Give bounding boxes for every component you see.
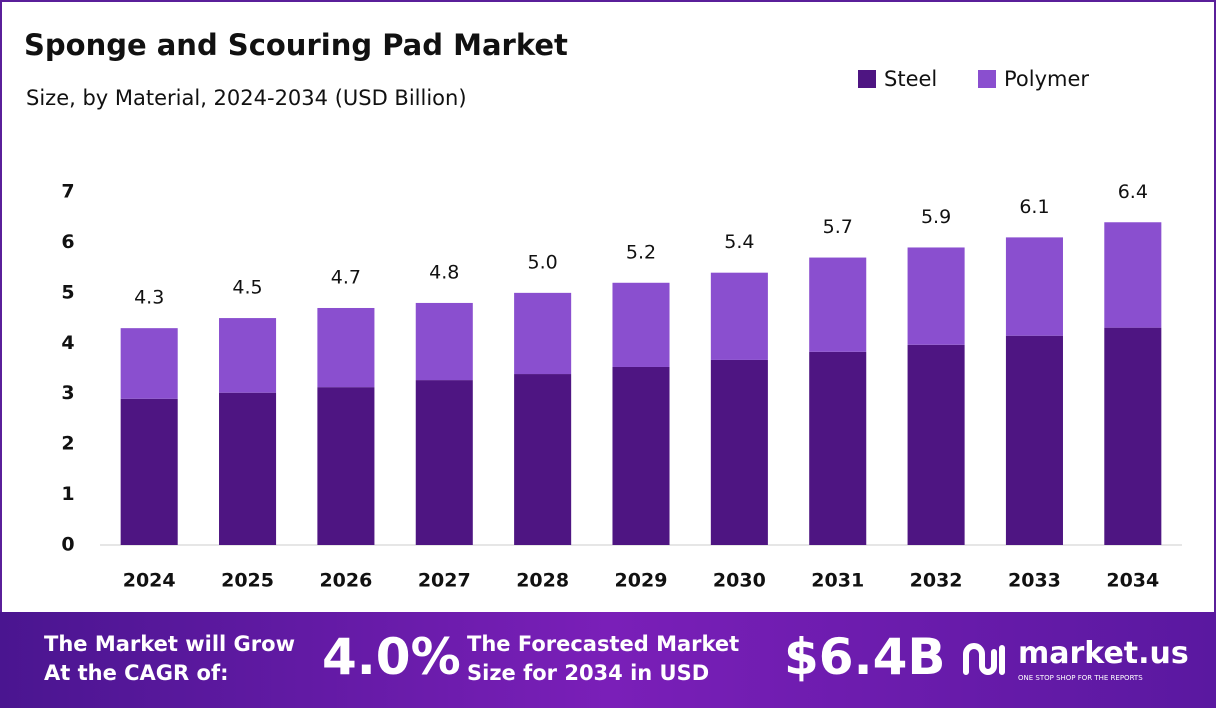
bar-segment [1005,237,1063,336]
bar-segment [219,392,277,545]
x-tick-label: 2034 [1106,570,1159,592]
total-label: 4.7 [331,266,361,288]
x-tick-label: 2033 [1008,570,1061,592]
total-label: 6.1 [1019,196,1049,218]
bar-segment [809,257,867,352]
x-tick-label: 2029 [615,570,668,592]
brand: market.us [1018,636,1189,671]
legend-label: Polymer [1004,67,1089,91]
chart-subtitle: Size, by Material, 2024-2034 (USD Billio… [26,86,467,110]
cagr-value: 4.0% [322,628,461,686]
cagr-text: The Market will Grow At the CAGR of: [44,632,295,685]
y-tick-label: 7 [61,181,74,203]
bar-segment [317,307,375,388]
bar-segment [907,247,965,345]
y-tick-label: 1 [61,483,74,505]
y-tick-label: 3 [61,382,74,404]
bar-segment [514,292,572,375]
x-tick-label: 2026 [319,570,372,592]
bar-segment [1104,222,1162,328]
y-tick-label: 4 [61,332,74,354]
total-label: 6.4 [1118,181,1148,203]
total-label: 5.4 [724,231,754,253]
x-tick-label: 2032 [910,570,963,592]
legend-swatch [978,70,996,88]
y-tick-label: 0 [61,534,74,556]
tagline: ONE STOP SHOP FOR THE REPORTS [1018,674,1143,682]
bar-segment [612,282,670,367]
total-label: 4.8 [429,261,459,283]
x-tick-label: 2027 [418,570,471,592]
total-label: 5.9 [921,206,951,228]
bar-segment [120,398,178,545]
bar-segment [710,272,768,360]
x-tick-label: 2031 [811,570,864,592]
bar-segment [514,374,572,545]
bar-segment [219,318,277,393]
bar-segment [710,359,768,545]
frame [0,0,1216,612]
y-tick-label: 6 [61,231,74,253]
legend-label: Steel [884,67,937,91]
bar-segment [907,344,965,545]
bar-segment [612,366,670,545]
total-label: 5.2 [626,241,656,263]
total-label: 4.5 [232,277,262,299]
bar-segment [415,380,473,545]
legend-swatch [858,70,876,88]
bar-segment [1005,335,1063,545]
brand-logo [963,643,1005,675]
x-tick-label: 2024 [123,570,176,592]
x-tick-label: 2028 [516,570,569,592]
x-tick-label: 2025 [221,570,274,592]
total-label: 4.3 [134,287,164,309]
bar-segment [809,351,867,545]
total-label: 5.0 [528,251,558,273]
y-tick-label: 2 [61,433,74,455]
chart: Sponge and Scouring Pad Market Size, by … [0,0,1216,612]
x-tick-label: 2030 [713,570,766,592]
chart-title: Sponge and Scouring Pad Market [24,28,568,62]
y-tick-label: 5 [61,281,74,303]
bar-segment [1104,327,1162,545]
forecast-value: $6.4B [784,628,946,686]
bar-segment [120,328,178,399]
bar-segment [415,302,473,381]
bar-segment [317,387,375,545]
footer: The Market will Grow At the CAGR of: 4.0… [0,612,1216,708]
forecast-text: The Forecasted Market Size for 2034 in U… [467,632,740,685]
total-label: 5.7 [823,216,853,238]
